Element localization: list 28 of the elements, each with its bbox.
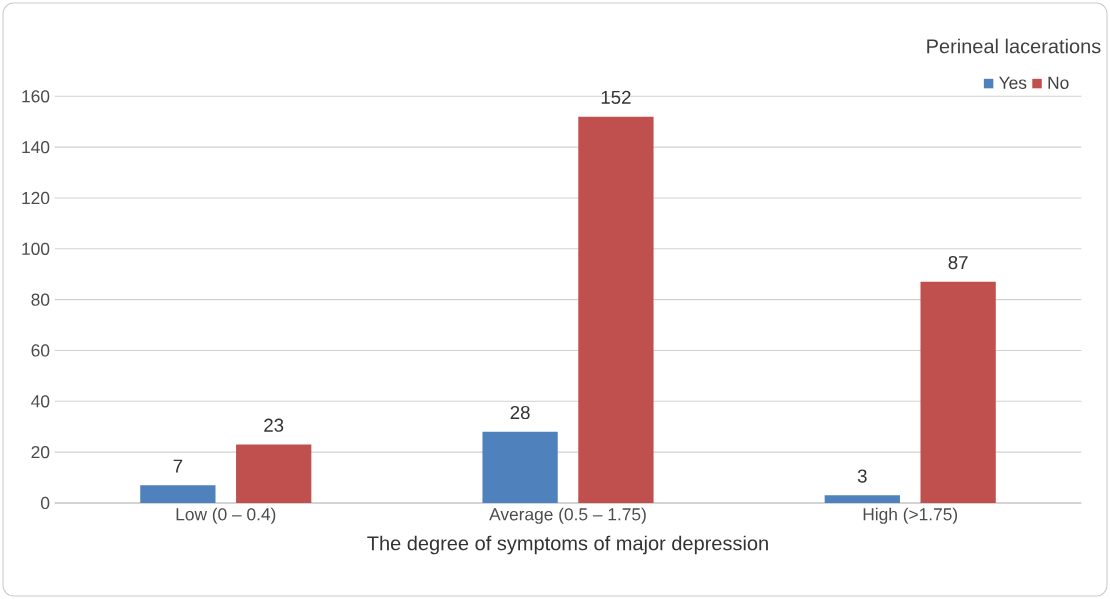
y-tick-label: 0 — [41, 496, 50, 510]
y-tick-label: 100 — [22, 242, 50, 255]
bar — [920, 281, 996, 503]
x-tick-label: High (>1.75) — [863, 507, 958, 524]
y-tick-label: 160 — [22, 90, 50, 103]
data-label: 87 — [948, 255, 968, 270]
data-label: 152 — [601, 90, 631, 104]
y-tick-label: 120 — [22, 191, 50, 205]
y-tick-label: 20 — [31, 446, 50, 459]
legend-label: No — [1048, 76, 1069, 89]
bar — [140, 485, 216, 503]
x-tick-label: Low (0 – 0.4) — [176, 507, 276, 524]
y-tick-label: 60 — [31, 344, 50, 357]
y-tick-label: 40 — [31, 395, 50, 408]
data-label: 28 — [510, 405, 530, 420]
legend-label: Yes — [999, 76, 1027, 89]
legend-title: Perineal lacerations — [927, 38, 1101, 54]
data-label: 3 — [857, 469, 867, 483]
x-tick-label: Average (0.5 – 1.75) — [489, 507, 646, 524]
y-tick-label: 80 — [31, 293, 50, 306]
bar — [236, 444, 312, 503]
x-axis-title: The degree of symptoms of major depression — [367, 535, 768, 555]
y-tick-label: 140 — [22, 141, 50, 154]
bar — [824, 495, 900, 503]
bar — [578, 116, 654, 503]
data-label: 23 — [264, 418, 284, 432]
bar — [482, 431, 558, 503]
data-label: 7 — [173, 459, 183, 473]
